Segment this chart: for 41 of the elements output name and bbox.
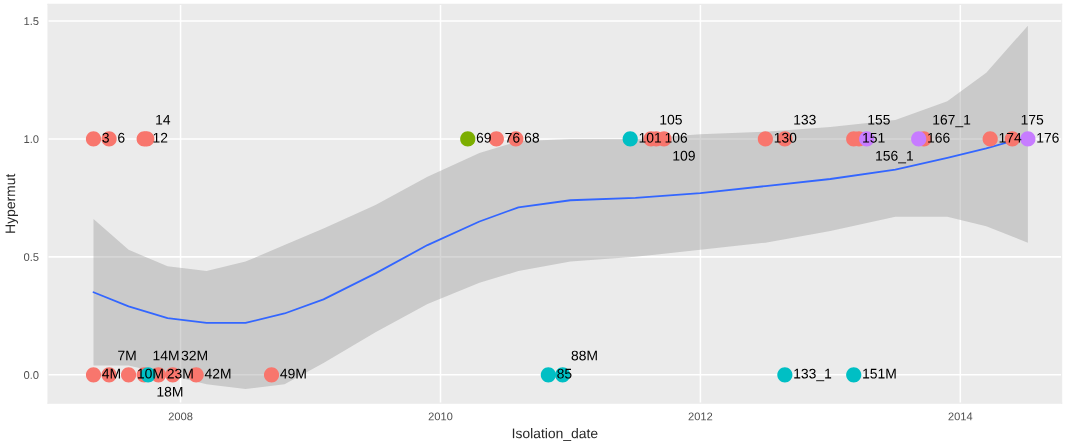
annotation: 14M <box>153 350 179 361</box>
annotation: 133_1 <box>794 368 832 382</box>
annotation: 156_1 <box>876 150 914 164</box>
annotation: 69 <box>476 132 491 143</box>
annotation: 151 <box>863 132 885 143</box>
annotation: 49M <box>280 368 306 379</box>
y-tick-label: 0.0 <box>23 371 39 379</box>
x-tick-label: 2010 <box>428 412 453 421</box>
annotation: 167_1 <box>933 114 971 128</box>
annotation: 155 <box>868 114 890 125</box>
y-axis-title: Hypermut <box>5 173 18 233</box>
y-tick-label: 1.5 <box>24 17 39 26</box>
y-tick-label: 0.5 <box>23 253 39 261</box>
annotation: 23M <box>167 368 193 379</box>
annotation: 42M <box>204 368 231 379</box>
annotation: 109 <box>673 150 695 161</box>
annotation: 4M <box>102 368 120 379</box>
x-tick-label: 2008 <box>168 412 193 421</box>
annotation: 130 <box>774 132 797 143</box>
annotation: 175 <box>1021 114 1044 125</box>
annotation: 76 <box>505 132 520 143</box>
annotation: 176 <box>1037 132 1059 143</box>
x-tick-label: 2014 <box>948 412 973 421</box>
annotation: 133 <box>794 114 816 125</box>
annotation: 68 <box>524 132 540 143</box>
x-axis-title: Isolation_date <box>512 428 598 441</box>
annotation: 12 <box>153 132 168 143</box>
annotation: 7M <box>118 350 136 361</box>
annotation: 151M <box>863 368 896 379</box>
annotation: 166 <box>928 132 950 143</box>
annotation: 106 <box>665 132 688 143</box>
annotation: 32M <box>181 350 207 361</box>
annotation: 105 <box>660 114 682 125</box>
annotation: 18M <box>157 386 183 397</box>
x-tick-label: 2012 <box>688 412 713 421</box>
y-tick-label: 1.0 <box>24 135 39 144</box>
annotation: 101 <box>639 132 662 143</box>
annotation: 88M <box>571 350 597 361</box>
annotation: 3 <box>102 132 109 143</box>
annotation: 14 <box>156 114 171 125</box>
annotation: 6 <box>118 132 125 143</box>
